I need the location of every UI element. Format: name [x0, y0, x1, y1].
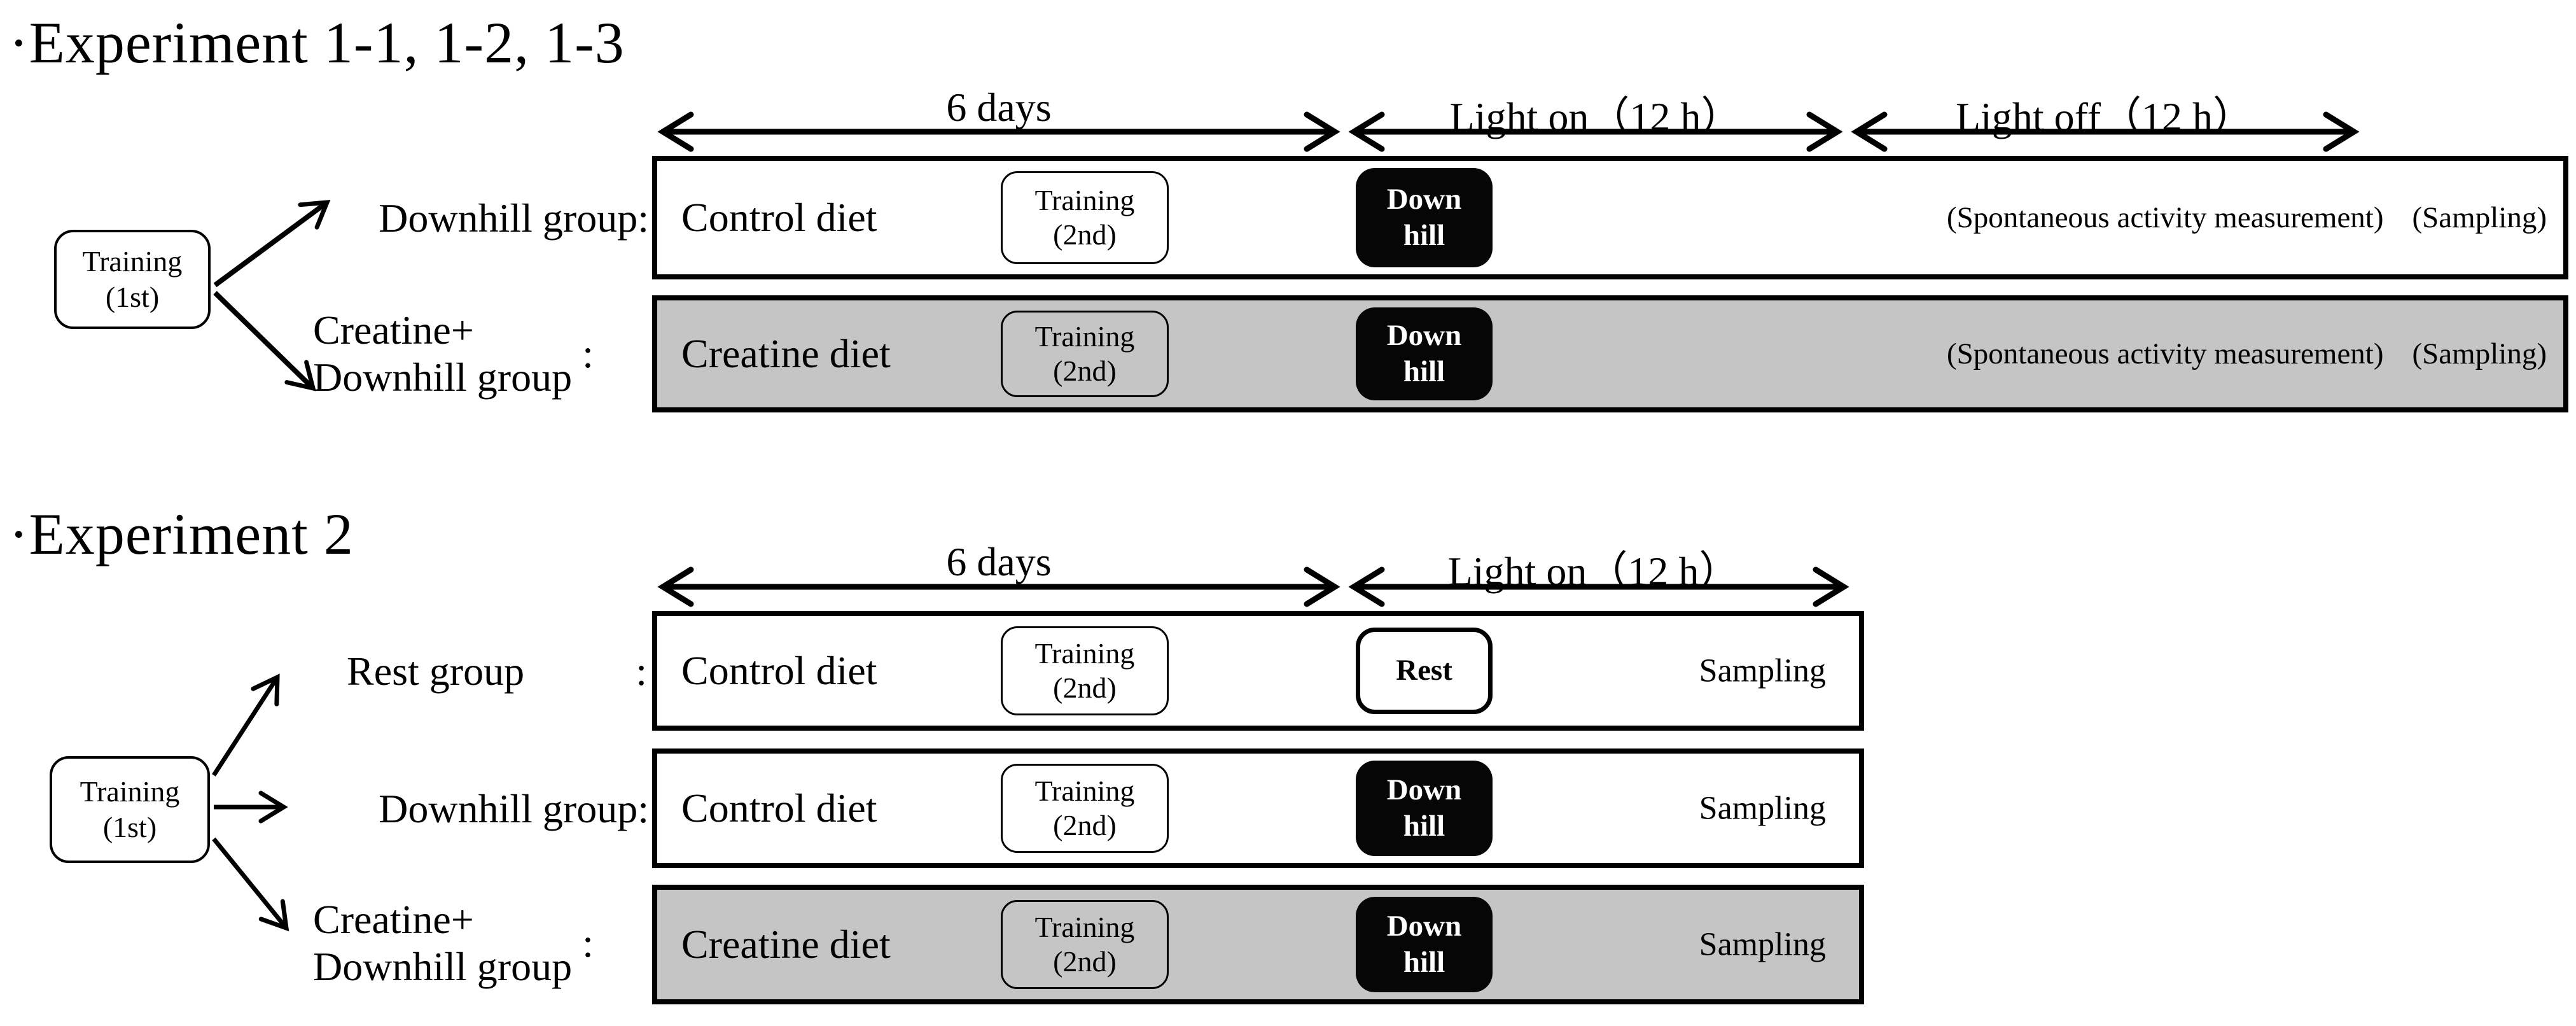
annotation-activity: (Spontaneous activity measurement): [1946, 337, 2384, 370]
exp1-title: ·Experiment 1-1, 1-2, 1-3: [9, 10, 625, 75]
exp1-branch-arrow-creatine: [213, 291, 316, 391]
exp1-row-downhill-bar: Control diet Training (2nd) Down hill (S…: [652, 156, 2568, 279]
exp1-group-label-downhill: Downhill group:: [379, 195, 649, 241]
exp2-row-downhill-diet: Control diet: [681, 785, 877, 831]
exp2-group-label-downhill: Downhill group:: [379, 786, 649, 831]
exp2-group-label-creatine-lines: Creatine+ Downhill group: [313, 897, 573, 990]
exp1-row-creatine-diet: Creatine diet: [681, 331, 891, 376]
exp1-group-label-creatine-lines: Creatine+ Downhill group: [313, 307, 573, 400]
exp2-group-label-rest: Rest group :: [347, 648, 647, 695]
exp2-row-creatine-diet: Creatine diet: [681, 922, 891, 967]
exp1-row-creatine-event-box: Down hill: [1356, 307, 1493, 400]
exp2-row-downhill-training-2nd-box: Training (2nd): [1001, 764, 1169, 853]
exp2-row-creatine-training-2nd-box: Training (2nd): [1001, 900, 1169, 989]
exp2-row-downhill-bar: Control diet Training (2nd) Down hill Sa…: [652, 748, 1864, 868]
exp2-training-1st-box: Training (1st): [50, 756, 210, 863]
exp1-timeline-label-6days: 6 days: [946, 85, 1052, 130]
exp2-row-creatine-event-box: Down hill: [1356, 897, 1493, 992]
exp2-row-downhill-event-box: Down hill: [1356, 761, 1493, 856]
exp1-training-1st-line2: (1st): [105, 281, 160, 313]
annotation-activity: (Spontaneous activity measurement): [1946, 201, 2384, 234]
annotation-sampling: (Sampling): [2412, 201, 2547, 234]
exp2-group-label-creatine-downhill: Creatine+ Downhill group :: [313, 896, 594, 990]
exp1-branch-arrow-downhill: [213, 200, 331, 288]
exp2-row-downhill-sampling: Sampling: [1699, 790, 1826, 827]
exp2-row-rest-training-2nd-box: Training (2nd): [1001, 626, 1169, 715]
exp2-row-creatine-bar: Creatine diet Training (2nd) Down hill S…: [652, 885, 1864, 1004]
exp1-row-downhill-event-box: Down hill: [1356, 168, 1493, 267]
exp1-row-downhill-annotations: (Spontaneous activity measurement) (Samp…: [1947, 200, 2547, 235]
exp1-row-creatine-annotations: (Spontaneous activity measurement) (Samp…: [1947, 337, 2547, 371]
exp1-row-downhill-training-2nd-box: Training (2nd): [1001, 171, 1169, 264]
exp2-timeline-label-light-on: Light on（12 h）: [1447, 549, 1740, 594]
exp2-row-rest-sampling: Sampling: [1699, 652, 1826, 689]
exp2-row-rest-event-box: Rest: [1356, 628, 1493, 714]
exp2-row-creatine-sampling: Sampling: [1699, 926, 1826, 963]
exp1-group-label-creatine-downhill: Creatine+ Downhill group :: [313, 307, 594, 401]
exp2-branch-arrow-creatine: [212, 837, 289, 932]
exp2-group-label-colon: :: [582, 920, 594, 966]
exp1-timeline-label-light-on: Light on（12 h）: [1449, 94, 1742, 139]
exp1-timeline-label-light-off: Light off（12 h）: [1955, 94, 2254, 139]
annotation-sampling: (Sampling): [2412, 337, 2547, 370]
exp2-row-rest-bar: Control diet Training (2nd) Rest Samplin…: [652, 611, 1864, 731]
exp1-training-1st-box: Training (1st): [54, 230, 211, 329]
exp1-training-1st-line1: Training: [82, 244, 183, 278]
exp2-training-1st-line1: Training: [80, 775, 180, 808]
exp2-title: ·Experiment 2: [9, 502, 354, 566]
exp2-branch-arrow-rest: [212, 673, 280, 777]
exp2-group-label-rest-colon: :: [636, 649, 647, 694]
exp1-row-downhill-diet: Control diet: [681, 195, 877, 240]
exp1-row-creatine-training-2nd-box: Training (2nd): [1001, 311, 1169, 397]
exp2-timeline-label-6days: 6 days: [946, 539, 1052, 584]
exp2-row-rest-diet: Control diet: [681, 648, 877, 693]
exp1-row-creatine-bar: Creatine diet Training (2nd) Down hill (…: [652, 295, 2568, 412]
exp2-training-1st-line2: (1st): [102, 811, 157, 843]
exp1-group-label-colon: :: [582, 331, 594, 377]
